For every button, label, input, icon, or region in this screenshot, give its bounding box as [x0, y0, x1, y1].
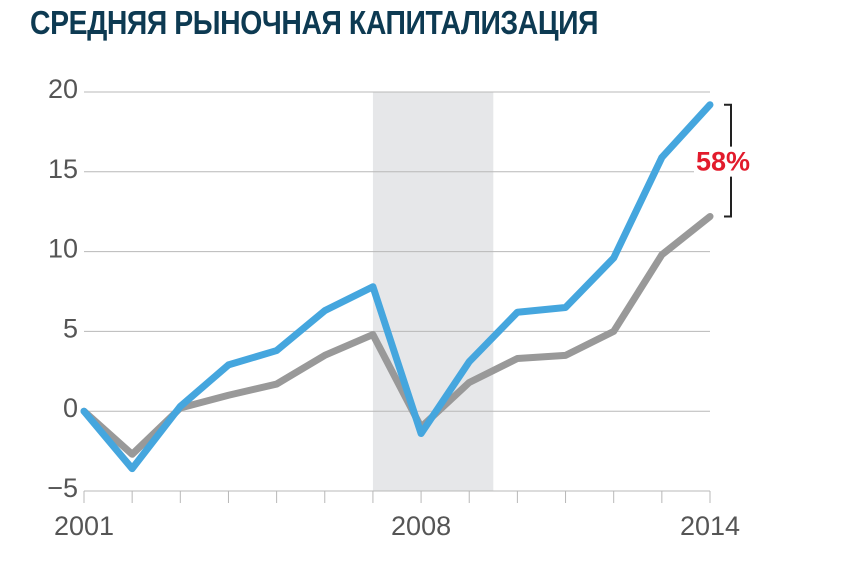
chart-title: СРЕДНЯЯ РЫНОЧНАЯ КАПИТАЛИЗАЦИЯ	[30, 4, 599, 41]
y-tick-label: 5	[63, 313, 78, 343]
x-tick-label: 2008	[391, 511, 451, 541]
annotation: 58%	[693, 103, 753, 218]
series-lines	[80, 101, 714, 473]
y-tick-label: 0	[63, 393, 78, 423]
grid-lines	[84, 91, 710, 492]
annotation-label: 58%	[696, 147, 750, 177]
x-axis-ticks: 2001 2008 2014	[54, 491, 740, 541]
series-line	[80, 212, 714, 458]
y-tick-label: 15	[48, 154, 78, 184]
y-tick-label: −5	[47, 473, 78, 503]
annotation-label-backdrop	[693, 146, 753, 177]
shaded-period-band	[372, 92, 494, 491]
x-tick-label: 2001	[54, 511, 114, 541]
x-tick-label: 2014	[680, 511, 740, 541]
y-tick-label: 20	[48, 74, 78, 104]
shaded-period	[372, 92, 494, 491]
series-line	[80, 101, 714, 473]
y-axis-ticks: 20 15 10 5 0 −5	[47, 74, 78, 503]
y-tick-label: 10	[48, 234, 78, 264]
